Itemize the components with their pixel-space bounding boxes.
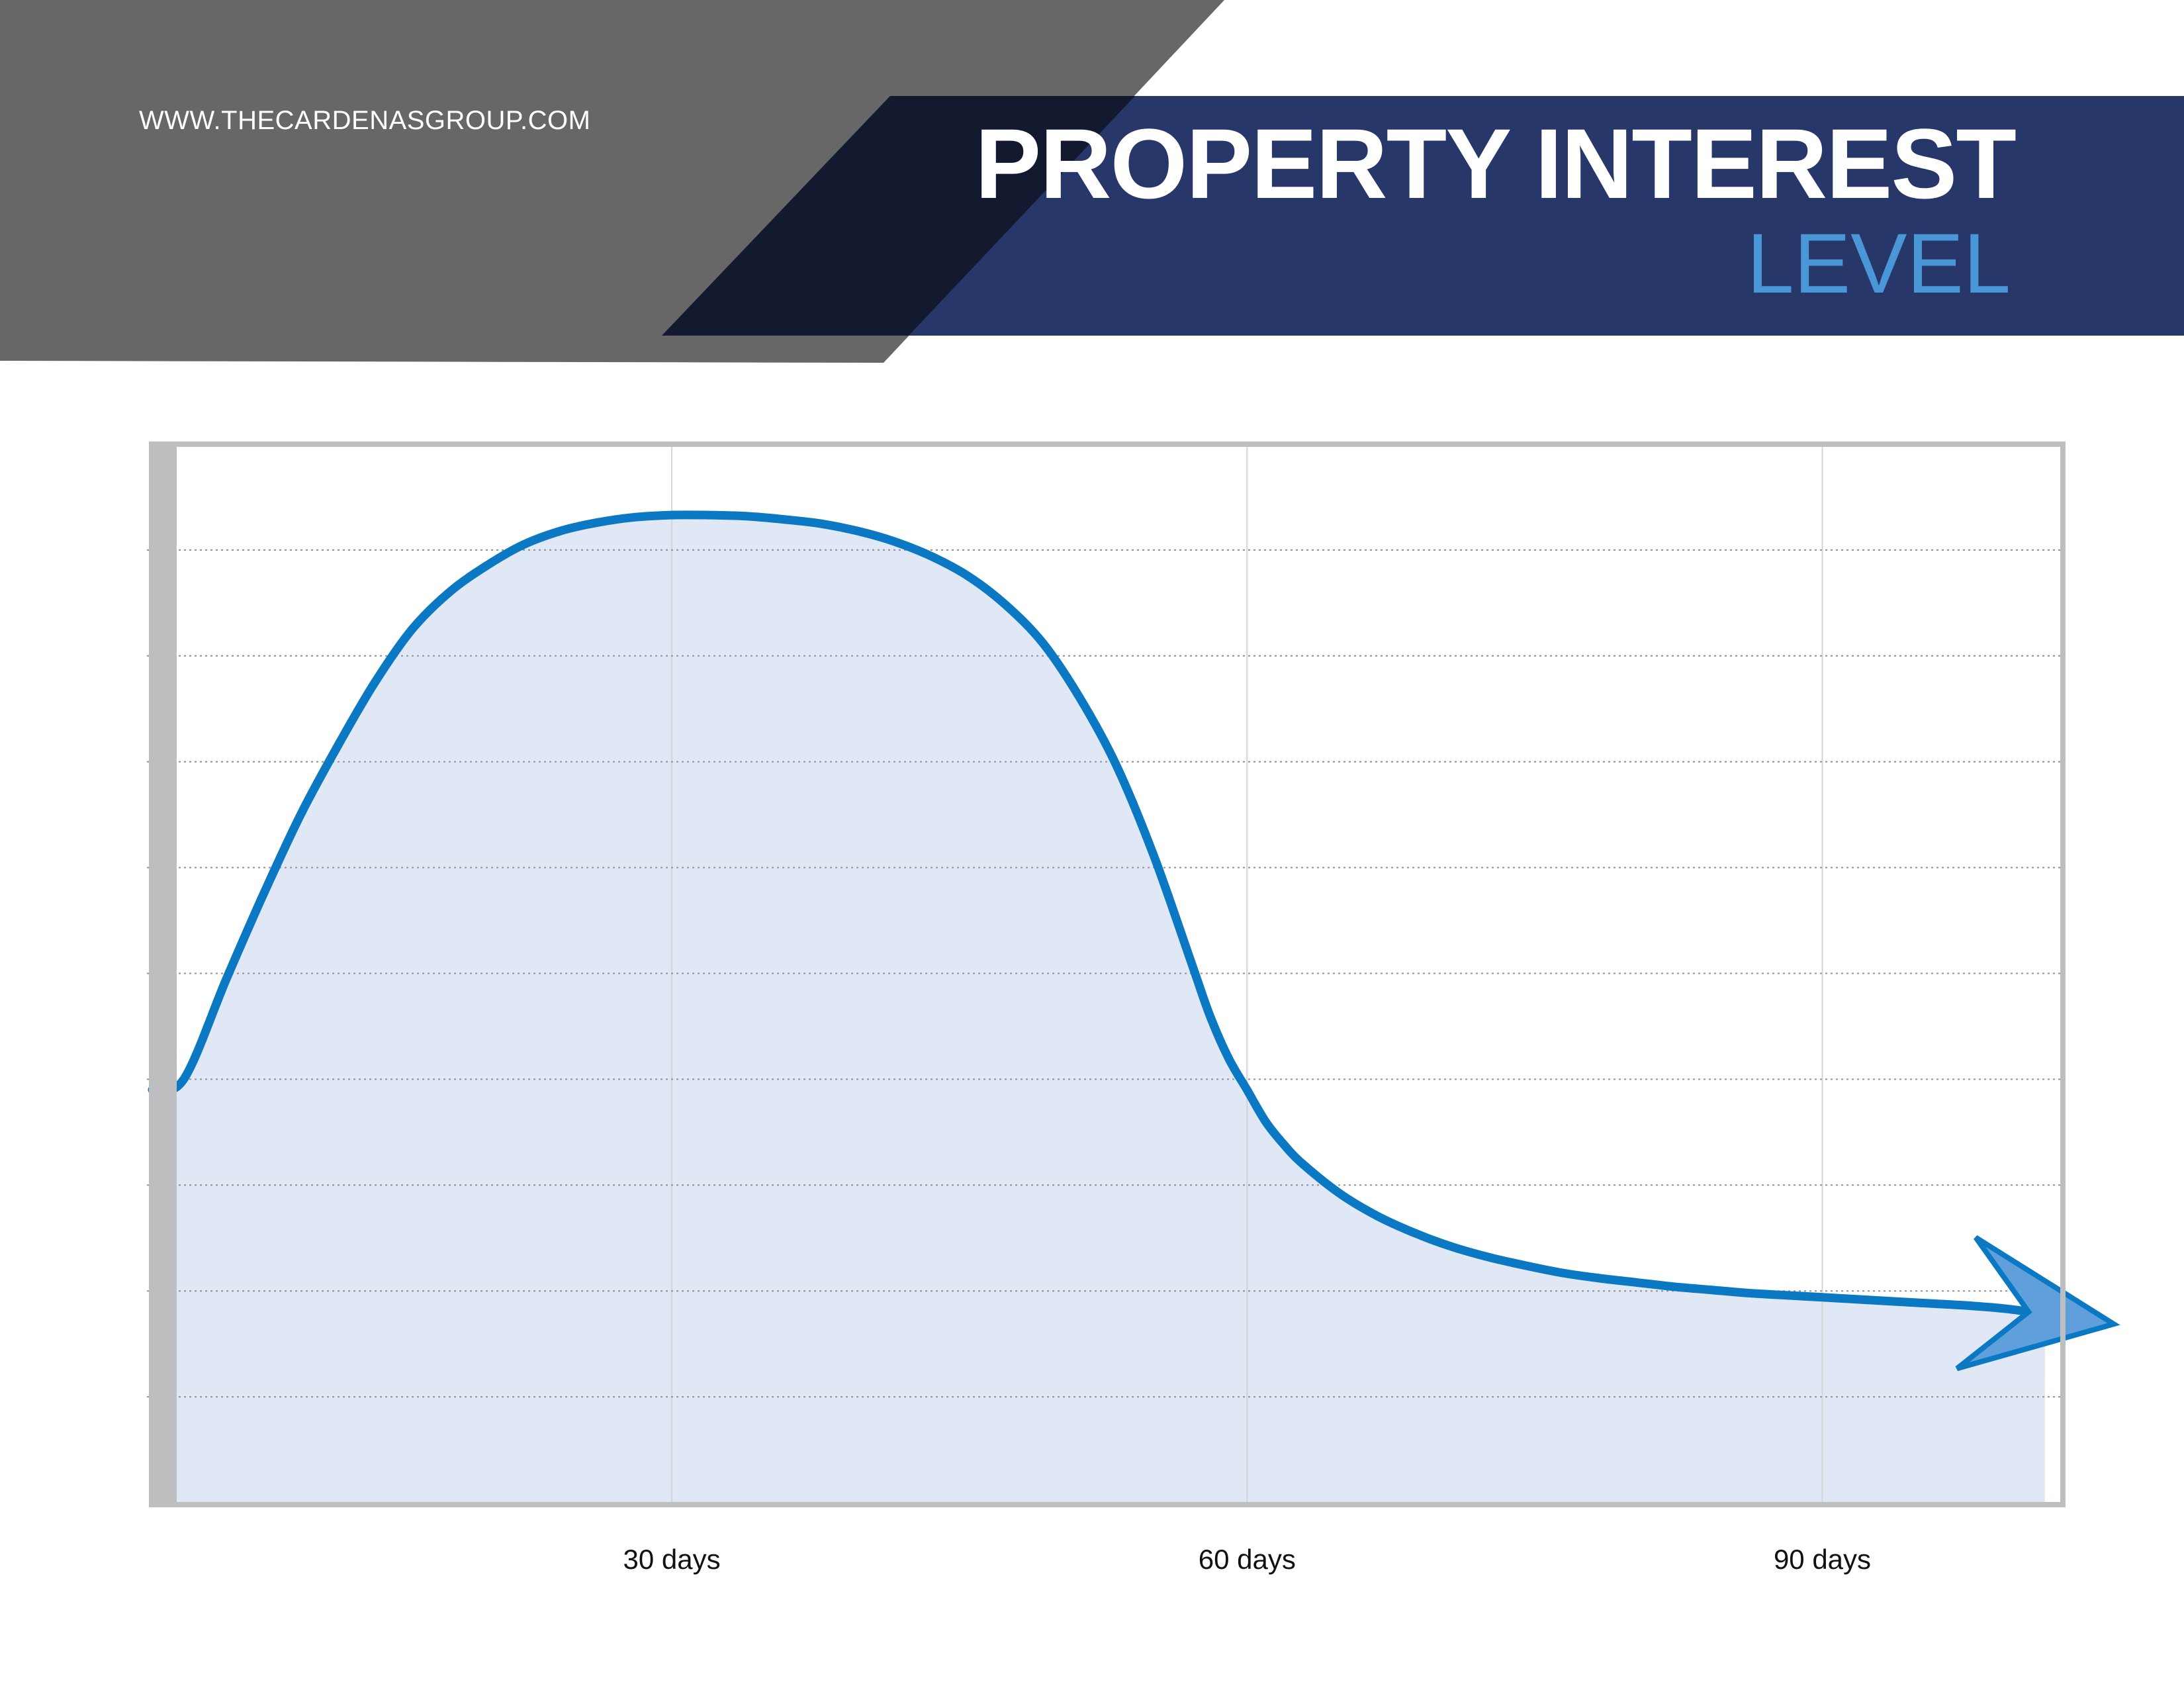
site-url[interactable]: WWW.THECARDENASGROUP.COM <box>139 106 591 135</box>
series-layer <box>148 510 2120 1372</box>
series-area-fill <box>152 514 2045 1503</box>
header-dark-overlap <box>662 96 1135 336</box>
chart-frame <box>149 442 2066 1507</box>
horizontal-grid <box>147 549 2064 1398</box>
x-tick-label: 60 days <box>1199 1544 1296 1575</box>
header-banner <box>0 0 2184 363</box>
y-axis-bar <box>149 442 177 1507</box>
x-tick-label: 30 days <box>623 1544 721 1575</box>
series-line <box>148 510 2050 1319</box>
x-tick-labels: 30 days 60 days 90 days <box>623 1544 1872 1575</box>
page-title: PROPERTY INTEREST <box>975 108 2017 219</box>
chart-area-layer <box>152 514 2045 1503</box>
series-arrowhead <box>1955 1235 2120 1372</box>
page-subtitle: LEVEL <box>1747 216 2011 311</box>
x-tick-label: 90 days <box>1774 1544 1871 1575</box>
